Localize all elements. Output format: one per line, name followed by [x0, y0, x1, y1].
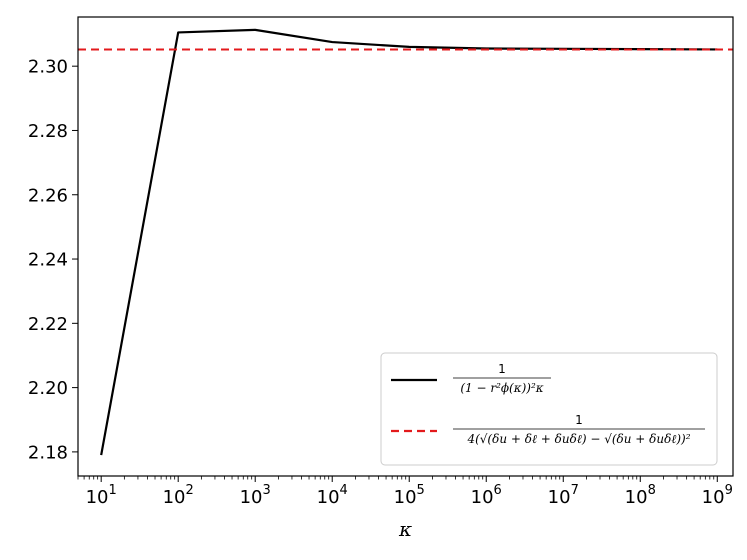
legend-box: [380, 352, 718, 466]
y-tick-label: 2.28: [28, 121, 68, 142]
y-tick-label: 2.22: [28, 314, 68, 335]
y-tick-label: 2.24: [28, 250, 68, 271]
x-tick-label: 106: [471, 483, 502, 508]
legend-denominator: (1 − r²ϕ(κ))²κ: [460, 381, 543, 395]
x-tick-label: 104: [317, 483, 348, 508]
x-axis-title: κ: [398, 517, 412, 541]
x-tick-label: 103: [240, 483, 271, 508]
legend-numerator: 1: [575, 413, 583, 427]
x-tick-label: 109: [702, 483, 733, 508]
x-tick-label: 107: [548, 483, 579, 508]
legend-numerator: 1: [498, 362, 506, 376]
x-tick-label: 101: [86, 483, 117, 508]
x-axis: 101 102 103 104 105 106 107 108 109: [77, 476, 733, 508]
y-tick-label: 2.26: [28, 185, 68, 206]
legend-denominator: 4(√(δu + δℓ + δuδℓ) − √(δu + δuδℓ))²: [466, 432, 690, 446]
y-tick-label: 2.20: [28, 378, 68, 399]
x-tick-label: 108: [625, 483, 656, 508]
x-tick-label: 102: [163, 483, 194, 508]
y-tick-label: 2.30: [28, 57, 68, 78]
legend: 1 (1 − r²ϕ(κ))²κ 1 4(√(δu + δℓ + δuδℓ) − √(…: [380, 352, 718, 466]
y-tick-label: 2.18: [28, 442, 68, 463]
y-axis: 2.18 2.20 2.22 2.24 2.26 2.28 2.30: [28, 57, 78, 463]
x-tick-label: 105: [394, 483, 425, 508]
series-layer: [78, 28, 733, 456]
